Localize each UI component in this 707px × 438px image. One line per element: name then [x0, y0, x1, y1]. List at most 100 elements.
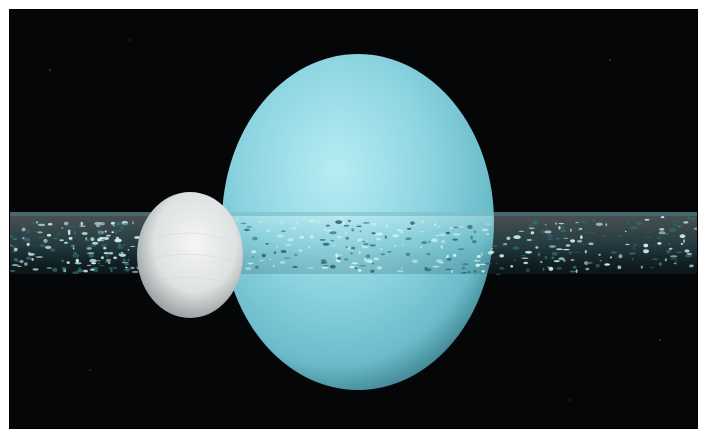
ring-rock	[499, 267, 505, 270]
ring-rock	[359, 265, 367, 267]
ring-rock	[659, 228, 665, 231]
ring-rock	[670, 255, 678, 258]
ring-rock	[640, 265, 643, 269]
ring-rock	[122, 258, 126, 262]
ring-rock	[351, 262, 358, 265]
ring-rock	[244, 228, 250, 232]
ring-rock	[113, 230, 118, 232]
ring-rock	[657, 242, 662, 245]
ring-rock	[475, 263, 481, 267]
ring-rock	[569, 270, 577, 273]
ring-rock	[91, 241, 99, 245]
ring-rock	[45, 245, 52, 249]
ring-rock	[457, 248, 465, 251]
ring-rock	[344, 231, 347, 235]
ring-rock	[82, 230, 86, 232]
ring-rock	[129, 245, 136, 247]
ring-rock	[419, 231, 425, 233]
ring-rock	[528, 227, 535, 230]
ring-rock	[49, 248, 56, 252]
ring-rock	[421, 241, 428, 245]
ring-rock	[345, 236, 350, 240]
ring-rock	[344, 258, 349, 261]
ring-rock	[452, 233, 461, 236]
ring-rock	[547, 266, 550, 268]
ring-rock	[89, 245, 97, 247]
ring-rock	[251, 250, 257, 254]
ring-rock	[351, 228, 355, 232]
ring-rock	[46, 233, 52, 237]
ring-rock	[258, 221, 263, 223]
ring-rock	[525, 268, 531, 273]
ring-rock	[104, 230, 107, 233]
moon	[137, 192, 243, 318]
ring-rock	[544, 255, 548, 260]
ring-rock	[479, 263, 486, 266]
ring-rock	[562, 248, 570, 251]
ring-rock	[80, 221, 84, 226]
ring-rock	[356, 225, 363, 228]
ring-rock	[52, 267, 58, 272]
ring-rock	[574, 251, 582, 253]
ring-rock	[624, 230, 627, 233]
ring-rock	[570, 239, 576, 243]
ring-rock	[63, 268, 67, 273]
ring-rock	[124, 262, 130, 266]
ring-rock	[132, 221, 134, 225]
ring-rock	[107, 262, 111, 264]
ring-rock	[644, 236, 653, 238]
ring-debris	[10, 216, 697, 275]
ring-rock	[666, 249, 671, 254]
ring-rock	[323, 228, 327, 231]
ring-rock	[26, 242, 30, 246]
ring-rock	[115, 236, 120, 240]
ring-rock	[668, 242, 671, 245]
ring-rock	[32, 268, 39, 271]
ring-rock	[330, 239, 335, 242]
ring-rock	[120, 226, 124, 230]
ring-rock	[131, 270, 139, 273]
ring-rock	[295, 222, 299, 225]
ring-rock	[33, 230, 40, 232]
ring-rock	[650, 266, 655, 269]
ring-rock	[385, 224, 389, 228]
ring-rock	[276, 234, 284, 238]
ring-rock	[521, 257, 529, 259]
ring-rock	[664, 258, 667, 262]
ring-rock	[335, 253, 339, 258]
ring-rock	[252, 256, 255, 259]
ring-rock	[598, 253, 601, 256]
ring-rock	[325, 224, 331, 227]
ring-rock	[445, 231, 451, 235]
ring-rock	[556, 266, 562, 270]
ring-rock	[563, 237, 569, 239]
ring-rock	[461, 272, 468, 274]
ring-rock	[287, 238, 294, 242]
ring-rock	[473, 230, 477, 234]
ring-rock	[97, 263, 101, 265]
ring-rock	[103, 252, 109, 255]
ring-rock	[358, 268, 362, 273]
ring-rock	[693, 227, 697, 230]
ring-rock	[376, 232, 384, 236]
ring-rock	[85, 237, 88, 240]
ring-rock	[46, 267, 52, 269]
ring-rock	[19, 259, 24, 264]
ring-rock	[351, 250, 354, 252]
ring-rock	[431, 238, 438, 243]
ring-rock	[373, 257, 379, 261]
ring-rock	[633, 243, 637, 247]
ring-rock	[485, 223, 492, 225]
ring-band-thin	[10, 212, 697, 216]
ring-rock	[12, 237, 18, 241]
ring-rock	[11, 264, 19, 266]
ring-rock	[421, 220, 424, 224]
ring-rock	[336, 236, 342, 238]
ring-rock	[532, 220, 539, 224]
ring-rock	[100, 240, 105, 242]
ring-rock	[524, 250, 533, 254]
ring-rock	[548, 266, 554, 271]
ring-rock	[99, 265, 105, 266]
ring-rock	[329, 264, 336, 269]
ring-rock	[10, 244, 13, 246]
